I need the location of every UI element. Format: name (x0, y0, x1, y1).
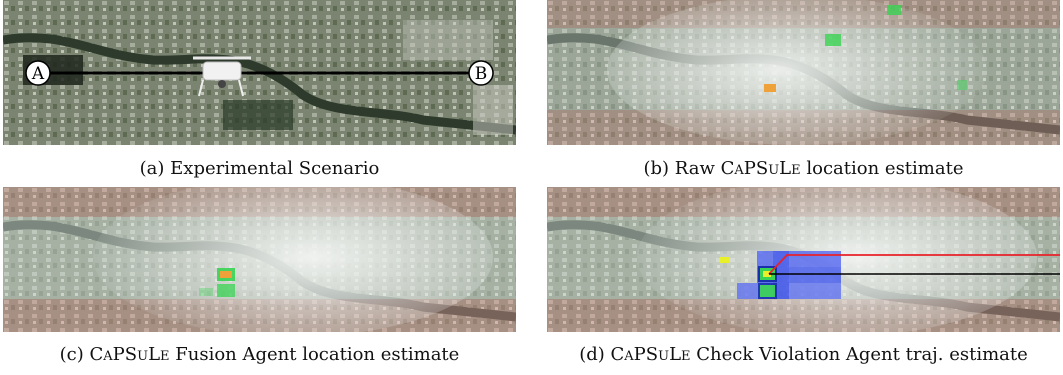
drone-icon (193, 56, 251, 97)
svg-text:B: B (475, 64, 488, 84)
caption-a: (a) Experimental Scenario (139, 158, 380, 179)
map-image-c (3, 187, 516, 332)
trajectory-red (768, 254, 1060, 275)
svg-text:A: A (31, 64, 45, 84)
caption-d: (d) CaPSuLe Check Violation Agent traj. … (579, 344, 1028, 365)
map-image-d (547, 187, 1060, 332)
marker-a: A (25, 60, 51, 86)
caption-b: (b) Raw CaPSuLe location estimate (643, 158, 964, 179)
estimate-marker (764, 84, 776, 92)
blue-heatmap (737, 251, 841, 299)
marker-b: B (468, 60, 494, 86)
map-image-b (547, 0, 1060, 145)
map-image-a: A B (3, 0, 516, 145)
caption-c: (c) CaPSuLe Fusion Agent location estima… (59, 344, 460, 365)
